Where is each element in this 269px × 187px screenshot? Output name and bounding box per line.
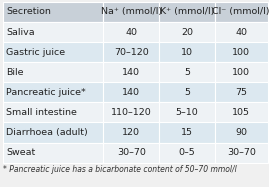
Bar — [103, 42, 159, 62]
Text: Sweat: Sweat — [6, 148, 35, 157]
Bar — [215, 62, 268, 82]
Text: 70–120: 70–120 — [114, 48, 148, 57]
Bar — [3, 2, 103, 22]
Bar — [103, 62, 159, 82]
Bar — [159, 82, 215, 102]
Bar — [159, 143, 215, 163]
Bar — [159, 2, 215, 22]
Text: Gastric juice: Gastric juice — [6, 48, 65, 57]
Text: 90: 90 — [235, 128, 247, 137]
Bar — [3, 42, 103, 62]
Text: 40: 40 — [125, 27, 137, 36]
Bar — [159, 122, 215, 143]
Text: 30–70: 30–70 — [227, 148, 256, 157]
Bar — [103, 82, 159, 102]
Text: Bile: Bile — [6, 68, 23, 77]
Text: Cl⁻ (mmol/l): Cl⁻ (mmol/l) — [213, 7, 269, 16]
Text: Saliva: Saliva — [6, 27, 34, 36]
Bar — [103, 122, 159, 143]
Bar — [3, 122, 103, 143]
Bar — [103, 143, 159, 163]
Text: 120: 120 — [122, 128, 140, 137]
Text: 10: 10 — [181, 48, 193, 57]
Bar — [103, 102, 159, 122]
Text: 5: 5 — [184, 88, 190, 97]
Bar — [3, 62, 103, 82]
Text: Pancreatic juice*: Pancreatic juice* — [6, 88, 86, 97]
Text: 20: 20 — [181, 27, 193, 36]
Bar — [215, 22, 268, 42]
Text: 30–70: 30–70 — [117, 148, 146, 157]
Bar — [215, 42, 268, 62]
Text: 110–120: 110–120 — [111, 108, 151, 117]
Bar — [215, 122, 268, 143]
Text: 105: 105 — [232, 108, 250, 117]
Text: 5: 5 — [184, 68, 190, 77]
Bar — [3, 143, 103, 163]
Bar — [215, 102, 268, 122]
Text: Diarrhoea (adult): Diarrhoea (adult) — [6, 128, 88, 137]
Text: Small intestine: Small intestine — [6, 108, 77, 117]
Text: Secretion: Secretion — [6, 7, 51, 16]
Text: 100: 100 — [232, 48, 250, 57]
Text: 140: 140 — [122, 68, 140, 77]
Bar — [215, 143, 268, 163]
Text: * Pancreatic juice has a bicarbonate content of 50–70 mmol/l: * Pancreatic juice has a bicarbonate con… — [3, 165, 236, 174]
Bar — [159, 22, 215, 42]
Bar — [215, 2, 268, 22]
Bar — [159, 102, 215, 122]
Text: 75: 75 — [235, 88, 247, 97]
Bar — [103, 22, 159, 42]
Text: 5–10: 5–10 — [175, 108, 198, 117]
Bar — [103, 2, 159, 22]
Text: 15: 15 — [181, 128, 193, 137]
Text: 40: 40 — [235, 27, 247, 36]
Text: 0–5: 0–5 — [178, 148, 195, 157]
Bar — [159, 62, 215, 82]
Bar — [3, 22, 103, 42]
Bar — [159, 42, 215, 62]
Bar — [215, 82, 268, 102]
Text: 100: 100 — [232, 68, 250, 77]
Text: Na⁺ (mmol/l): Na⁺ (mmol/l) — [101, 7, 162, 16]
Text: 140: 140 — [122, 88, 140, 97]
Text: K⁺ (mmol/l): K⁺ (mmol/l) — [160, 7, 214, 16]
Bar — [3, 102, 103, 122]
Bar — [3, 82, 103, 102]
